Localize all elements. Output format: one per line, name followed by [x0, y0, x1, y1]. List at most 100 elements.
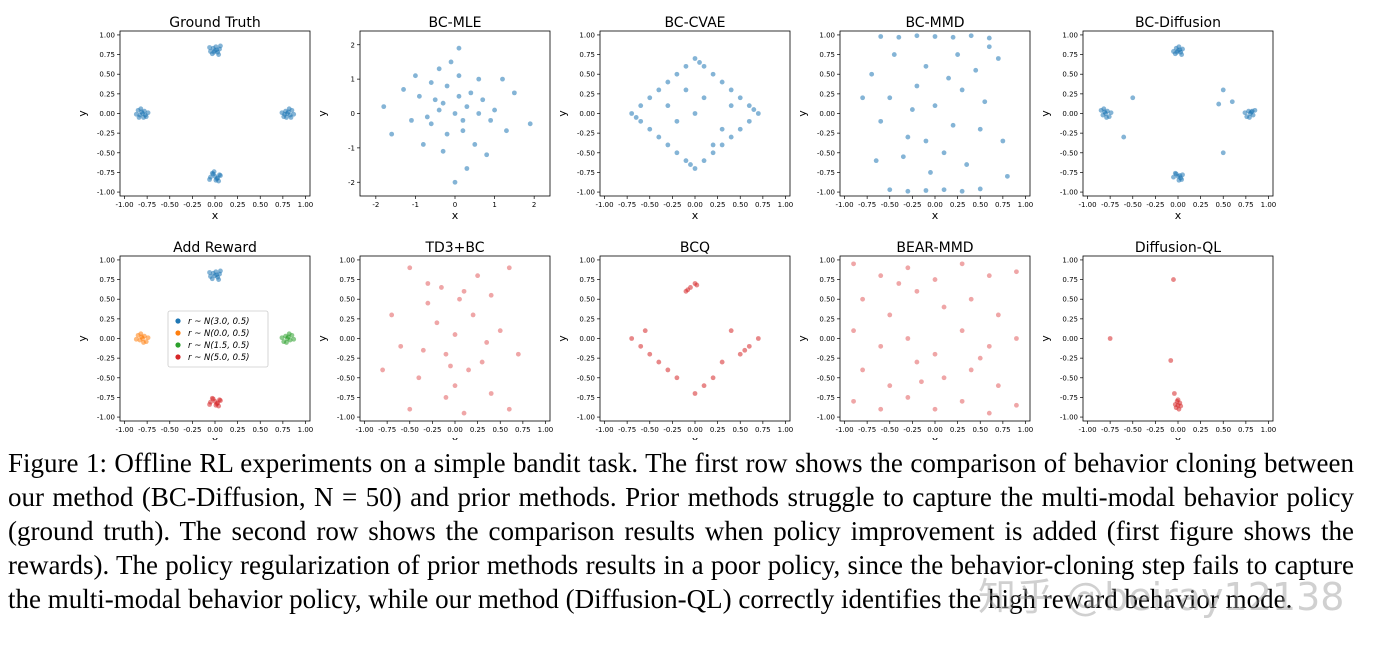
- data-point: [448, 59, 454, 65]
- data-point: [638, 118, 644, 124]
- x-tick-label: -0.25: [663, 426, 681, 434]
- data-point: [968, 367, 974, 373]
- y-tick-label: -1.00: [577, 414, 595, 422]
- data-point: [500, 76, 505, 82]
- chart-panel: BC-MLE -2 -1 0 1 2 2 1 0 -1 -2 x y: [316, 15, 551, 222]
- data-point: [504, 128, 509, 134]
- data-point: [279, 335, 285, 341]
- y-tick-label: -0.75: [1060, 394, 1078, 402]
- data-point: [728, 328, 734, 334]
- data-point: [986, 343, 992, 349]
- chart-panel: BC-MMD -1.00 -0.75 -0.50 -0.25 0.00 0.25 0.50 0.…: [796, 15, 1033, 222]
- data-point: [456, 45, 462, 51]
- data-point: [905, 265, 911, 271]
- x-axis-label: x: [692, 434, 699, 440]
- x-tick-label: 0.25: [710, 201, 726, 209]
- data-point: [460, 128, 466, 134]
- x-tick-label: 0.25: [950, 426, 966, 434]
- data-point: [638, 343, 644, 349]
- data-point: [484, 152, 490, 158]
- data-point: [440, 100, 446, 106]
- x-tick-label: 0.50: [252, 201, 268, 209]
- y-axis-label: y: [796, 335, 809, 342]
- data-point: [218, 268, 223, 274]
- data-point: [466, 367, 471, 373]
- x-tick-label: 1.00: [1261, 201, 1277, 209]
- y-tick-label: -0.75: [97, 169, 115, 177]
- x-tick-label: 0.00: [1170, 426, 1186, 434]
- data-point: [986, 410, 992, 416]
- data-point: [452, 111, 458, 116]
- x-tick-label: 0.75: [275, 426, 291, 434]
- y-tick-label: 0.75: [339, 276, 355, 284]
- y-tick-label: 1.00: [339, 256, 355, 264]
- data-point: [887, 312, 893, 318]
- data-point: [381, 104, 387, 110]
- data-point: [492, 107, 497, 113]
- x-tick-label: -0.75: [1101, 201, 1119, 209]
- y-tick-label: -0.75: [817, 394, 835, 402]
- y-tick-label: -0.50: [1060, 374, 1078, 382]
- data-point: [432, 97, 438, 103]
- x-tick-label: -0.25: [423, 426, 441, 434]
- y-tick-label: -0.75: [577, 394, 595, 402]
- y-tick-label: -1.00: [97, 414, 115, 422]
- data-point: [1220, 87, 1226, 93]
- data-point: [444, 83, 450, 89]
- data-point: [656, 87, 662, 93]
- y-tick-label: 1: [351, 76, 355, 84]
- x-tick-label: -0.50: [1124, 201, 1142, 209]
- legend-marker: [175, 318, 181, 324]
- data-point: [1171, 391, 1177, 396]
- y-tick-label: -1.00: [817, 189, 835, 197]
- chart-title: BC-MMD: [905, 15, 964, 31]
- x-tick-label: 0.25: [230, 426, 246, 434]
- data-point: [214, 272, 220, 278]
- figure-caption: Figure 1: Offline RL experiments on a si…: [8, 446, 1354, 616]
- data-point: [285, 334, 291, 340]
- data-point: [1121, 134, 1127, 140]
- x-tick-label: 0.25: [710, 426, 726, 434]
- y-tick-label: -1.00: [97, 189, 115, 197]
- data-point: [1175, 397, 1181, 403]
- data-point: [737, 351, 743, 357]
- data-point: [685, 287, 691, 293]
- data-point: [977, 355, 983, 361]
- data-point: [923, 188, 929, 193]
- x-tick-label: 0.00: [1170, 201, 1186, 209]
- y-tick-label: 0.00: [99, 335, 115, 343]
- data-point: [1000, 138, 1006, 144]
- data-point: [443, 395, 449, 400]
- x-axis-label: x: [1175, 209, 1182, 222]
- y-tick-label: -2: [348, 179, 355, 187]
- x-tick-label: -0.25: [663, 201, 681, 209]
- x-tick-label: 0.75: [1238, 201, 1254, 209]
- x-tick-label: 1.00: [778, 426, 794, 434]
- data-point: [484, 340, 490, 345]
- data-point: [401, 87, 406, 92]
- data-point: [932, 277, 938, 282]
- data-point: [218, 173, 223, 178]
- x-tick-label: -1: [412, 201, 419, 209]
- data-point: [728, 134, 734, 140]
- data-point: [959, 261, 965, 267]
- data-point: [407, 406, 413, 412]
- data-point: [977, 186, 983, 192]
- chart-title: BC-MLE: [429, 15, 482, 31]
- y-tick-label: 1.00: [819, 31, 835, 39]
- data-point: [452, 383, 458, 389]
- data-point: [878, 34, 884, 39]
- x-tick-label: -0.75: [138, 201, 156, 209]
- chart-title: BCQ: [680, 240, 710, 256]
- data-point: [919, 379, 924, 385]
- x-axis-label: x: [932, 209, 939, 222]
- data-point: [697, 60, 702, 65]
- x-tick-label: 0.00: [927, 201, 943, 209]
- data-point: [291, 111, 297, 117]
- y-tick-label: 0.50: [579, 296, 595, 304]
- data-point: [914, 359, 920, 365]
- x-tick-label: -0.75: [618, 201, 636, 209]
- y-tick-label: -0.75: [97, 394, 115, 402]
- data-point: [665, 103, 671, 109]
- x-tick-label: -0.75: [1101, 426, 1119, 434]
